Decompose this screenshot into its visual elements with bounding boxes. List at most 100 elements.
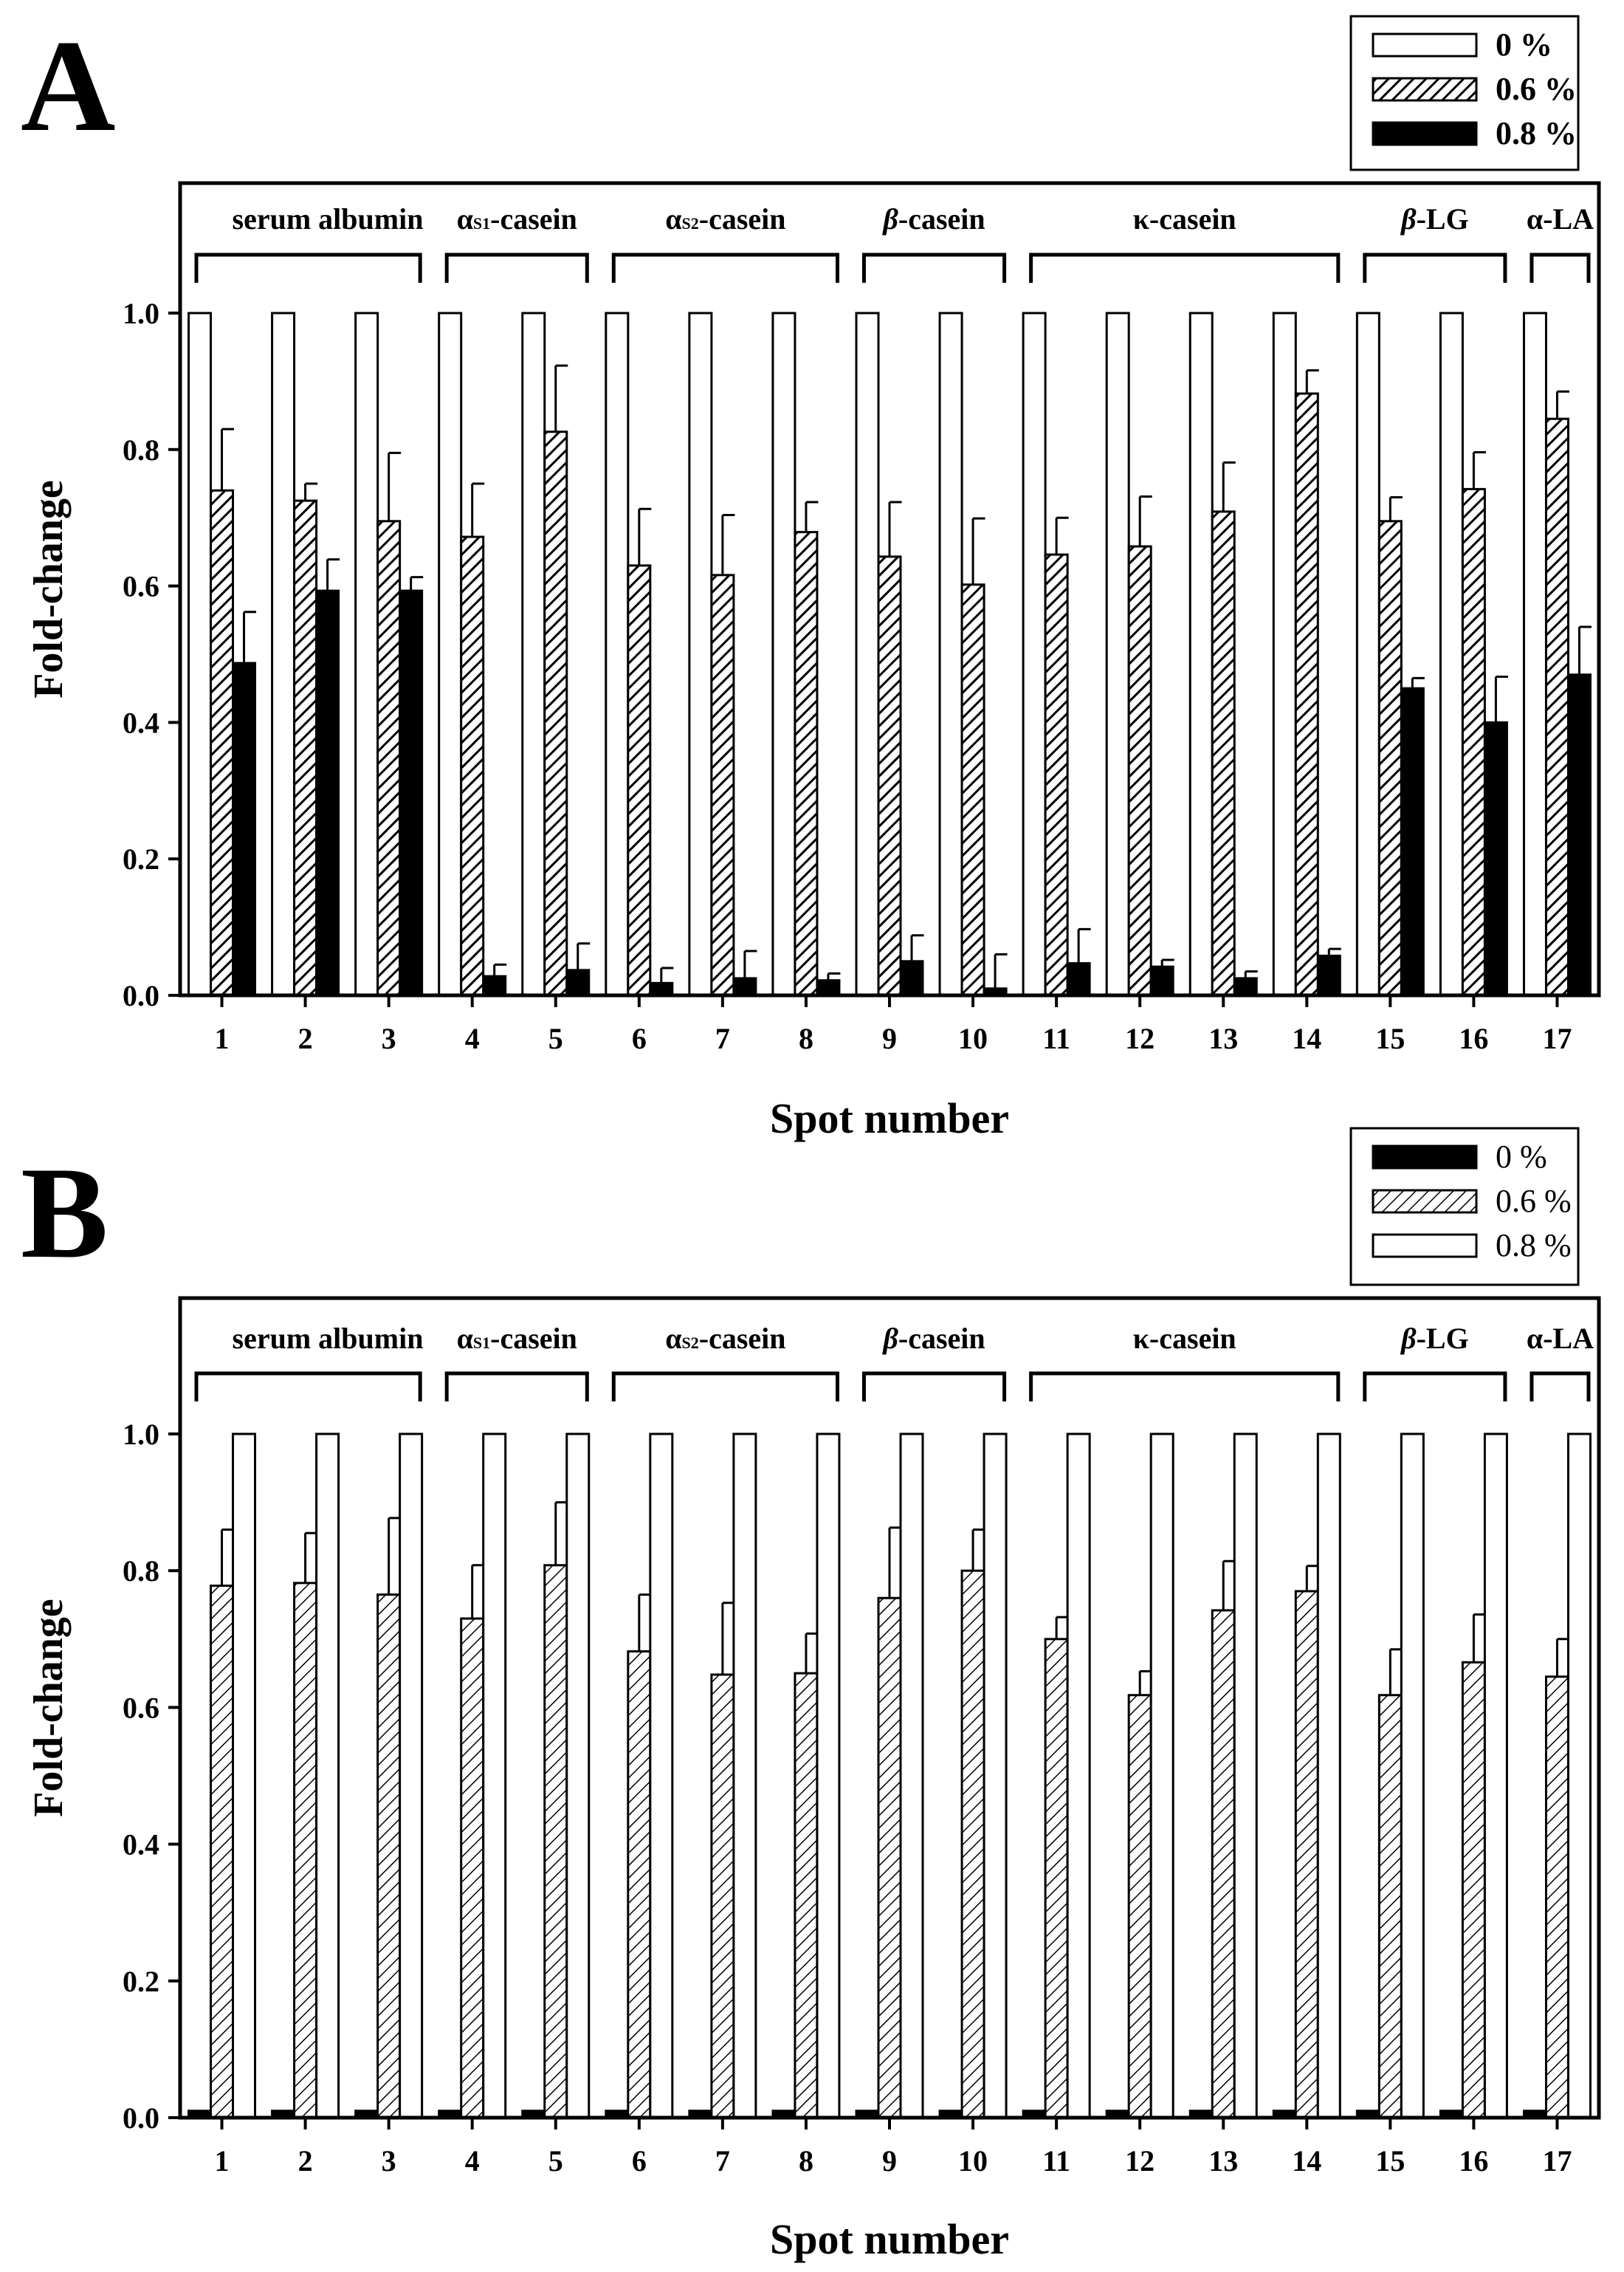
bar-06-2 (293, 1582, 318, 2119)
x-tick-label: 5 (548, 1022, 563, 1055)
bar-08-5 (565, 1432, 591, 2119)
bar-06-12 (1127, 1694, 1152, 2119)
group-label: β-casein (881, 1322, 985, 1355)
x-tick-label: 9 (882, 1022, 897, 1055)
bar-06-15 (1377, 520, 1403, 997)
bar-0-11 (1022, 312, 1047, 997)
bar-08-2 (315, 1432, 340, 2119)
bar-06-1 (210, 489, 235, 997)
x-tick-label: 6 (632, 2144, 647, 2177)
bar-06-13 (1211, 510, 1236, 997)
group-bracket (444, 1371, 589, 1401)
bar-06-10 (960, 583, 985, 997)
bar-08-11 (1066, 1432, 1091, 2119)
bar-0-14 (1272, 312, 1297, 997)
group-bracket (611, 253, 839, 283)
bar-0-15 (1355, 312, 1380, 997)
x-tick-label: 10 (958, 2144, 988, 2177)
bar-08-15 (1400, 1432, 1425, 2119)
x-tick-label: 15 (1375, 1022, 1405, 1055)
bar-08-11 (1066, 962, 1091, 997)
x-tick-label: 2 (298, 2144, 313, 2177)
bar-06-16 (1461, 487, 1486, 997)
bar-08-14 (1316, 1432, 1341, 2119)
x-tick-label: 16 (1459, 1022, 1488, 1055)
legend-label: 0.8 % (1496, 115, 1577, 151)
x-tick-label: 9 (882, 2144, 897, 2177)
bar-06-10 (960, 1569, 985, 2119)
bar-08-7 (732, 1432, 757, 2119)
bar-0-16 (1439, 312, 1464, 997)
bar-08-8 (816, 979, 841, 997)
bar-06-3 (376, 1593, 402, 2119)
bar-06-11 (1044, 553, 1069, 997)
group-bracket (194, 1371, 422, 1401)
bar-08-12 (1149, 1432, 1174, 2119)
bar-08-14 (1316, 954, 1341, 997)
bar-0-10 (938, 312, 963, 997)
bar-06-5 (543, 1564, 568, 2119)
bar-06-8 (794, 1672, 819, 2119)
bar-06-7 (710, 1673, 735, 2119)
panel-b: B0.00.20.40.60.81.01 2 3 4 5 6 7 8 9 10 11 12 13 14 15… (21, 1127, 1601, 2263)
bar-08-4 (482, 975, 507, 997)
bar-08-3 (399, 589, 424, 997)
x-tick-label: 12 (1125, 1022, 1155, 1055)
panel-label: A (21, 13, 116, 159)
x-tick-label: 8 (799, 2144, 813, 2177)
group-bracket (861, 1371, 1007, 1401)
bar-06-14 (1294, 1590, 1319, 2119)
bar-06-7 (710, 574, 735, 997)
bar-06-6 (627, 1650, 652, 2119)
y-tick-label: 0.8 (123, 1554, 159, 1588)
bar-06-11 (1044, 1638, 1069, 2119)
y-tick-label: 0.2 (123, 1965, 159, 1998)
y-tick-label: 0.2 (123, 842, 159, 876)
group-bracket (1029, 253, 1341, 283)
x-tick-label: 1 (215, 1022, 230, 1055)
bar-06-9 (877, 1596, 902, 2119)
bar-08-7 (732, 977, 757, 997)
panel-a: A0.00.20.40.60.81.01 2 3 4 5 6 7 8 9 10 11 12 13 14 15… (21, 13, 1601, 1142)
bar-06-16 (1461, 1661, 1486, 2119)
bar-06-3 (376, 520, 402, 997)
group-bracket (611, 1371, 839, 1401)
bar-06-8 (794, 531, 819, 997)
bar-08-10 (983, 1432, 1008, 2119)
x-tick-label: 4 (465, 2144, 480, 2177)
bar-06-5 (543, 430, 568, 997)
group-label: α-LA (1527, 202, 1594, 236)
x-tick-label: 12 (1125, 2144, 1155, 2177)
bar-08-1 (232, 1432, 257, 2119)
y-axis-label: Fold-change (26, 480, 72, 699)
bar-06-13 (1211, 1609, 1236, 2119)
group-label: κ-casein (1133, 1322, 1236, 1355)
legend-label: 0.8 % (1496, 1227, 1572, 1263)
x-tick-label: 17 (1542, 2144, 1572, 2177)
bar-08-15 (1400, 687, 1425, 997)
bar-06-15 (1377, 1694, 1403, 2119)
bar-0-7 (688, 312, 713, 997)
bar-06-6 (627, 564, 652, 997)
bar-08-1 (232, 662, 257, 997)
group-label: β-casein (881, 202, 985, 236)
bar-08-8 (816, 1432, 841, 2119)
bar-0-17 (1522, 312, 1547, 997)
bar-0-8 (771, 312, 796, 997)
bar-08-2 (315, 589, 340, 997)
x-tick-label: 4 (465, 1022, 480, 1055)
x-tick-label: 11 (1042, 2144, 1070, 2177)
x-tick-label: 11 (1042, 1022, 1070, 1055)
bar-08-9 (899, 960, 924, 997)
y-tick-label: 0.8 (123, 433, 159, 467)
bar-08-17 (1566, 673, 1592, 997)
group-label: αS1-casein (457, 202, 577, 236)
group-label: αS1-casein (457, 1322, 577, 1355)
group-bracket (1530, 1371, 1591, 1401)
y-tick-label: 0.6 (123, 1691, 159, 1724)
x-tick-label: 13 (1208, 2144, 1238, 2177)
y-axis-label: Fold-change (26, 1599, 72, 1817)
group-label: serum albumin (233, 1322, 424, 1355)
bar-08-12 (1149, 965, 1174, 997)
